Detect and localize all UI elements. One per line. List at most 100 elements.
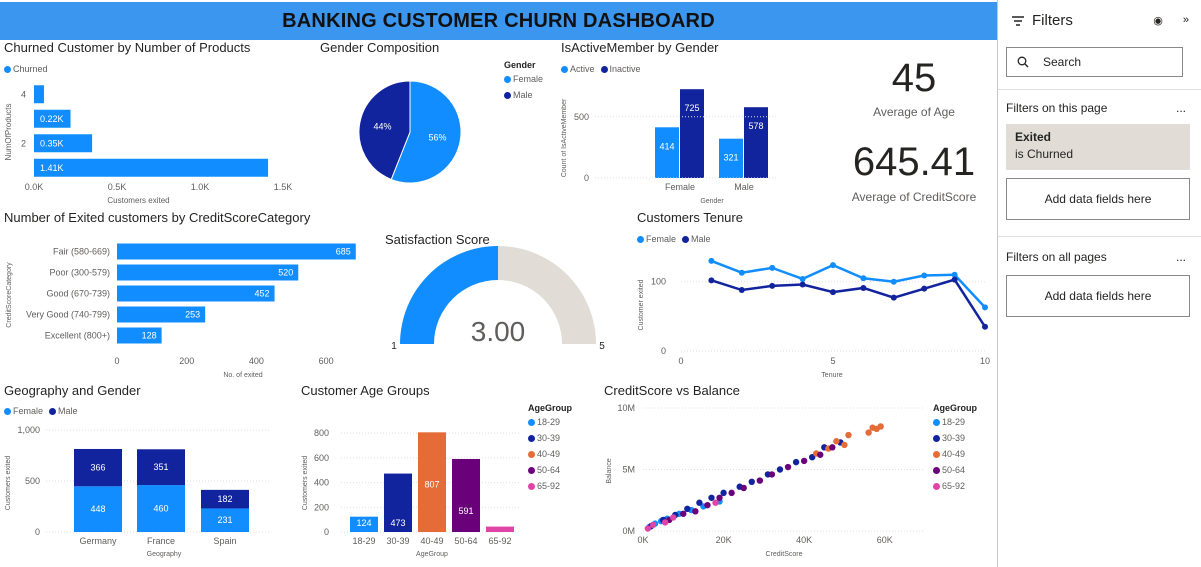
tick-label: 30-39	[386, 536, 409, 546]
legend-dot-icon	[528, 467, 535, 475]
data-point	[830, 289, 836, 296]
visual-tenure[interactable]: Customers Tenure Female Male 0 100 0 5 10 Ten…	[632, 210, 994, 380]
legend-label: Female	[646, 234, 677, 244]
tick-label: Spain	[213, 536, 236, 546]
visual-geo[interactable]: Geography and Gender Female Male 0 500 1,0…	[4, 383, 294, 565]
data-label: 182	[217, 494, 232, 504]
data-point	[716, 494, 723, 501]
tick-label: 1.0K	[191, 182, 210, 192]
tick-label: 1.5K	[274, 182, 293, 192]
data-label: 578	[748, 121, 763, 131]
data-point	[951, 271, 958, 278]
legend-dot-icon	[561, 66, 568, 74]
data-point	[708, 494, 715, 501]
visual-agegroups[interactable]: Customer Age Groups 0 200 400 600 800 124 18-2…	[301, 383, 591, 565]
visual-title: Customers Tenure	[637, 210, 743, 225]
data-point	[696, 499, 703, 506]
filters-search-input[interactable]: Search	[1006, 47, 1183, 77]
data-label: 725	[684, 103, 699, 113]
tick-label: 5M	[622, 465, 635, 475]
tick-label: 10	[980, 356, 990, 366]
more-options-icon[interactable]: ...	[1175, 101, 1186, 115]
tick-label: 40-49	[420, 536, 443, 546]
eye-icon[interactable]: ◉	[1153, 15, 1163, 27]
filter-card-exited[interactable]: Exited is Churned	[1006, 124, 1190, 170]
legend-dot-icon	[933, 467, 940, 475]
data-point	[982, 304, 988, 311]
data-point	[738, 287, 745, 294]
visual-active[interactable]: IsActiveMember by Gender Active Inactive…	[561, 40, 801, 208]
tick-label: 0M	[622, 526, 635, 536]
data-label: 124	[356, 518, 371, 528]
axis-title: Balance	[606, 458, 613, 483]
data-point	[784, 463, 792, 471]
bar-segment	[74, 486, 122, 532]
kpi-credit-label: Average of CreditScore	[851, 190, 977, 204]
tick-label: 18-29	[352, 536, 375, 546]
data-point	[951, 276, 958, 283]
tick-label: 400	[314, 478, 329, 488]
bar	[117, 285, 275, 302]
bar	[34, 158, 269, 177]
bar	[418, 432, 446, 532]
data-point	[740, 484, 747, 492]
visual-scatter[interactable]: CreditScore vs Balance 0M 5M 10M 0K 20K 40K 60…	[604, 383, 994, 565]
bar-segment	[74, 448, 122, 487]
visual-gender[interactable]: Gender Composition 56% 44% Gender Female …	[320, 40, 560, 208]
tick-label: France	[147, 536, 175, 546]
data-point	[644, 525, 652, 532]
chart-creditcat: 685 Fair (580-669) 520 Poor (300-579) 452 Goo…	[6, 243, 356, 379]
data-label: 231	[217, 515, 232, 525]
data-point	[712, 499, 719, 506]
visual-title: Number of Exited customers by CreditScor…	[4, 210, 311, 225]
visual-title: Satisfaction Score	[385, 232, 490, 247]
tick-label: Germany	[79, 536, 117, 546]
gauge-fill	[400, 246, 498, 344]
legend: Gender Female Male	[504, 60, 543, 106]
tick-label: 0	[114, 356, 119, 366]
legend-title: Gender	[504, 60, 536, 70]
legend-label: Male	[513, 90, 533, 100]
tick-label: 0	[661, 346, 666, 356]
legend-label: Female	[513, 74, 544, 84]
tick-label: 200	[179, 356, 194, 366]
tick-label: Male	[734, 182, 754, 192]
chart-active: 414 725 Female 321 578 Male 0 500 Gender Count of…	[561, 89, 776, 205]
gauge-track	[498, 246, 596, 344]
legend-label: 40-49	[942, 449, 966, 459]
visual-title: Gender Composition	[320, 40, 440, 55]
legend: Female Male	[637, 234, 711, 244]
collapse-pane-icon[interactable]: »	[1182, 14, 1189, 26]
bar	[117, 264, 299, 281]
chart-agegroups: 0 200 400 600 800 124 18-29 473 30-39 807 40-49 591…	[302, 428, 521, 558]
tick-label: Poor (300-579)	[49, 268, 110, 278]
visual-title: IsActiveMember by Gender	[561, 40, 719, 55]
tick-label: 1,000	[17, 425, 40, 435]
data-point	[921, 285, 928, 292]
legend-title: AgeGroup	[528, 403, 572, 413]
legend: AgeGroup 18-29 30-39 40-49 50-64 65-92	[933, 403, 977, 497]
data-point	[809, 454, 816, 461]
filters-all-pages-section: Filters on all pages ...	[1006, 250, 1186, 264]
data-point	[720, 489, 727, 497]
add-data-fields-page[interactable]: Add data fields here	[1006, 178, 1190, 220]
visual-creditcat[interactable]: Number of Exited customers by CreditScor…	[4, 210, 364, 380]
tick-label: 60K	[877, 535, 893, 545]
filter-card-field: Exited	[1015, 130, 1052, 144]
data-point	[708, 257, 715, 264]
chart-scatter: 0M 5M 10M 0K 20K 40K 60K CreditScore Balance	[606, 403, 925, 558]
bar	[486, 526, 514, 532]
more-options-icon[interactable]: ...	[1175, 250, 1186, 264]
filters-pane: Filters ◉ » Search Filters on this page …	[997, 0, 1201, 567]
legend-dot-icon	[528, 451, 535, 459]
visual-satisfaction[interactable]: Satisfaction Score 3.00 1 5	[385, 232, 615, 372]
add-data-fields-all[interactable]: Add data fields here	[1006, 275, 1190, 317]
legend-label: Female	[13, 406, 44, 416]
tick-label: 50-64	[454, 536, 477, 546]
visual-products[interactable]: Churned Customer by Number of Products C…	[4, 40, 304, 208]
data-label: 0.35K	[40, 138, 64, 148]
legend-dot-icon	[682, 236, 690, 244]
data-point	[769, 282, 776, 289]
legend-dot-icon	[933, 419, 940, 427]
axis-title: Geography	[147, 551, 182, 558]
